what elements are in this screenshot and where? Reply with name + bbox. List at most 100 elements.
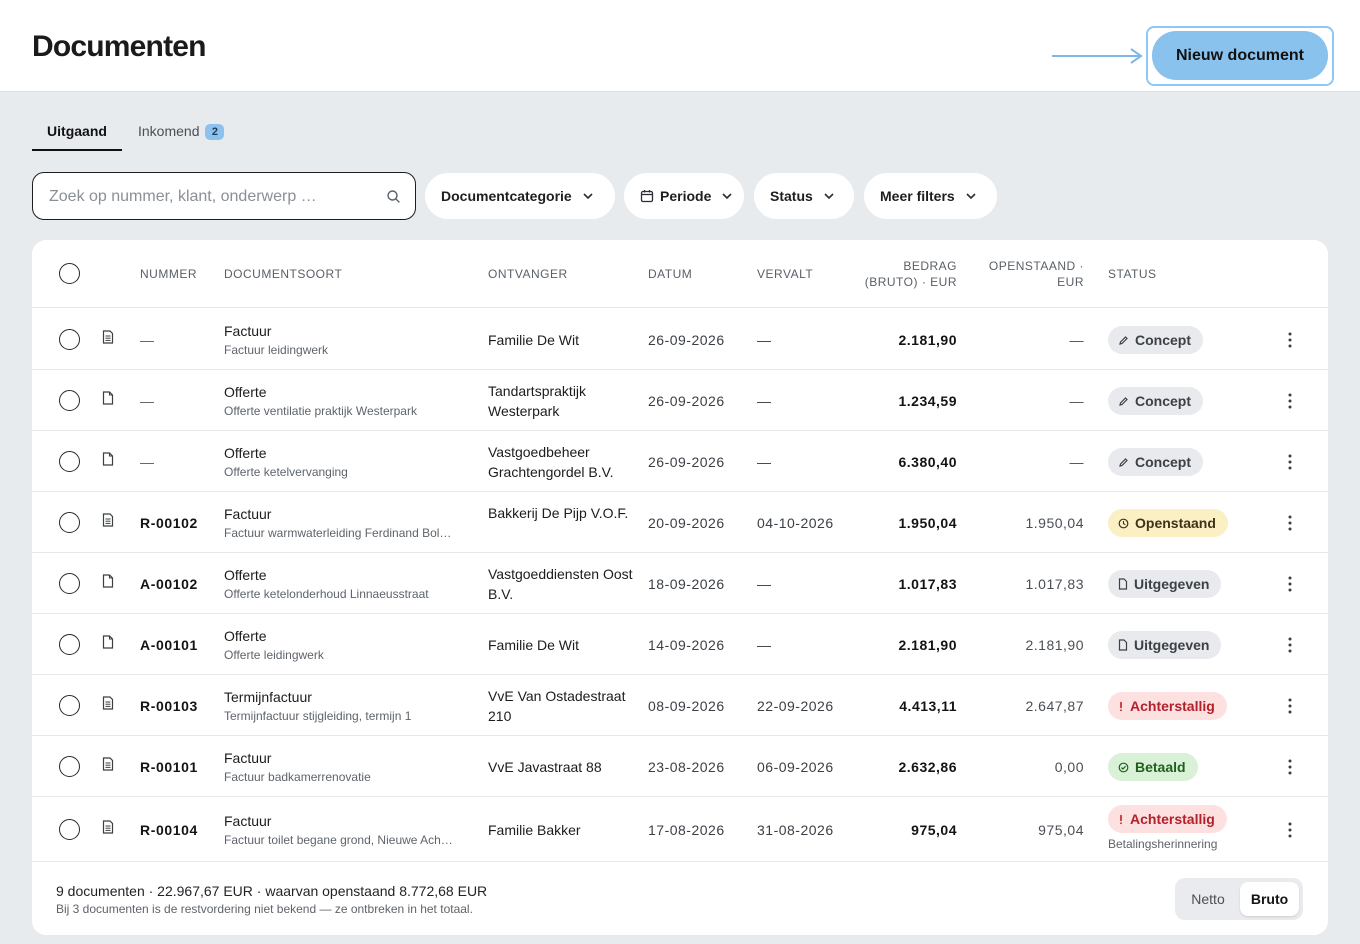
row-date: 26-09-2026 <box>648 393 725 409</box>
row-number: R-00104 <box>140 822 198 838</box>
row-due: 04-10-2026 <box>757 515 834 531</box>
tab-outgoing[interactable]: Uitgaand <box>32 112 122 151</box>
row-subject: Factuur badkamerrenovatie <box>224 770 371 784</box>
row-recipient: Vastgoedbeheer Grachtengordel B.V. <box>488 444 614 480</box>
table-footer: 9 documenten · 22.967,67 EUR · waarvan o… <box>32 862 1328 935</box>
table-row[interactable]: R-00102 Factuur Factuur warmwaterleiding F… <box>32 492 1328 553</box>
filter-more[interactable]: Meer filters <box>864 173 997 219</box>
row-date: 26-09-2026 <box>648 454 725 470</box>
chevron-down-icon <box>583 193 593 200</box>
status-label: Uitgegeven <box>1134 576 1210 592</box>
document-icon <box>1118 576 1134 592</box>
row-checkbox[interactable] <box>59 573 80 594</box>
row-due: — <box>757 637 772 653</box>
row-number: R-00101 <box>140 759 198 775</box>
row-open: 975,04 <box>1038 822 1084 838</box>
row-checkbox[interactable] <box>59 451 80 472</box>
exclamation-icon <box>1118 698 1130 714</box>
row-checkbox[interactable] <box>59 819 80 840</box>
row-recipient: Tandartspraktijk Westerpark <box>488 383 587 419</box>
row-recipient: Familie De Wit <box>488 637 580 653</box>
new-document-button[interactable]: Nieuw document <box>1152 31 1328 80</box>
row-due: — <box>757 454 772 470</box>
table-row[interactable]: R-00101 Factuur Factuur badkamerrenovatie V… <box>32 736 1328 797</box>
status-label: Concept <box>1135 454 1191 470</box>
status-note: Betalingsherinnering <box>1108 837 1218 851</box>
row-menu-icon[interactable] <box>1280 694 1300 718</box>
row-checkbox[interactable] <box>59 390 80 411</box>
row-checkbox[interactable] <box>59 512 80 533</box>
tab-incoming[interactable]: Inkomend 2 <box>138 112 248 151</box>
column-date: DATUM <box>648 267 693 281</box>
row-amount: 1.950,04 <box>898 515 957 531</box>
column-open-line1: OPENSTAAND · <box>988 259 1084 273</box>
row-menu-icon[interactable] <box>1280 818 1300 842</box>
invoice-icon <box>102 696 114 715</box>
row-menu-icon[interactable] <box>1280 572 1300 596</box>
toggle-netto[interactable]: Netto <box>1191 891 1225 907</box>
row-type: Factuur <box>224 323 272 339</box>
row-type: Offerte <box>224 445 267 461</box>
row-checkbox[interactable] <box>59 695 80 716</box>
top-bar: Documenten Nieuw document <box>0 0 1360 92</box>
table-row[interactable]: — Offerte Offerte ketelvervanging Vastgoedb… <box>32 431 1328 492</box>
table-row[interactable]: R-00104 Factuur Factuur toilet begane gron… <box>32 797 1328 862</box>
table-row[interactable]: — Factuur Factuur leidingwerk Familie De Wi… <box>32 309 1328 370</box>
row-checkbox[interactable] <box>59 634 80 655</box>
row-checkbox[interactable] <box>59 756 80 777</box>
toggle-bruto[interactable]: Bruto <box>1240 882 1299 916</box>
status-badge: Achterstallig <box>1108 692 1227 720</box>
filter-status[interactable]: Status <box>754 173 854 219</box>
search-input[interactable] <box>49 185 369 209</box>
row-menu-icon[interactable] <box>1280 755 1300 779</box>
row-menu-icon[interactable] <box>1280 511 1300 535</box>
clock-icon <box>1118 515 1135 531</box>
filter-category-label: Documentcategorie <box>441 188 572 204</box>
status-label: Concept <box>1135 332 1191 348</box>
row-type: Factuur <box>224 506 272 522</box>
table-row[interactable]: A-00102 Offerte Offerte ketelonderhoud Lin… <box>32 553 1328 614</box>
row-open: — <box>1069 332 1084 348</box>
row-open: — <box>1069 393 1084 409</box>
column-amount: BEDRAG (BRUTO) · EUR <box>865 258 957 290</box>
filter-period-label: Periode <box>660 188 712 204</box>
filter-category[interactable]: Documentcategorie <box>425 173 615 219</box>
invoice-icon <box>102 757 114 776</box>
row-subject: Offerte ketelvervanging <box>224 465 348 479</box>
row-open: 1.017,83 <box>1025 576 1084 592</box>
filter-period[interactable]: Periode <box>624 173 744 219</box>
tab-incoming-label: Inkomend <box>138 123 200 139</box>
table-row[interactable]: A-00101 Offerte Offerte leidingwerk Familie… <box>32 614 1328 675</box>
row-number: — <box>140 454 155 470</box>
status-badge: Concept <box>1108 326 1203 354</box>
row-menu-icon[interactable] <box>1280 633 1300 657</box>
row-date: 14-09-2026 <box>648 637 725 653</box>
check-circle-icon <box>1118 759 1135 775</box>
column-open-line2: EUR <box>1057 275 1084 289</box>
status-label: Achterstallig <box>1130 698 1215 714</box>
footer-summary: 9 documenten · 22.967,67 EUR · waarvan o… <box>56 883 488 899</box>
search-box <box>32 172 416 220</box>
chevron-down-icon <box>824 193 834 200</box>
quote-icon <box>102 574 114 593</box>
row-recipient: Vastgoeddiensten Oost B.V. <box>488 566 633 602</box>
select-all-checkbox[interactable] <box>59 263 80 284</box>
status-badge: Betaald <box>1108 753 1198 781</box>
row-menu-icon[interactable] <box>1280 328 1300 352</box>
column-amount-line2: (BRUTO) · EUR <box>864 275 957 289</box>
column-type: DOCUMENTSOORT <box>224 267 343 281</box>
row-menu-icon[interactable] <box>1280 450 1300 474</box>
column-amount-line1: BEDRAG <box>903 259 957 273</box>
status-badge: Uitgegeven <box>1108 631 1222 659</box>
column-due: VERVALT <box>757 267 814 281</box>
table-row[interactable]: — Offerte Offerte ventilatie praktijk West… <box>32 370 1328 431</box>
documents-table: NUMMER DOCUMENTSOORT ONTVANGER DATUM VER… <box>32 240 1328 935</box>
column-open: OPENSTAAND · EUR <box>989 258 1084 290</box>
column-number: NUMMER <box>140 267 197 281</box>
row-open: 1.950,04 <box>1025 515 1084 531</box>
row-checkbox[interactable] <box>59 329 80 350</box>
row-date: 18-09-2026 <box>648 576 725 592</box>
row-subject: Factuur leidingwerk <box>224 343 329 357</box>
table-row[interactable]: R-00103 Termijnfactuur Termijnfactuur stij… <box>32 675 1328 736</box>
row-menu-icon[interactable] <box>1280 389 1300 413</box>
